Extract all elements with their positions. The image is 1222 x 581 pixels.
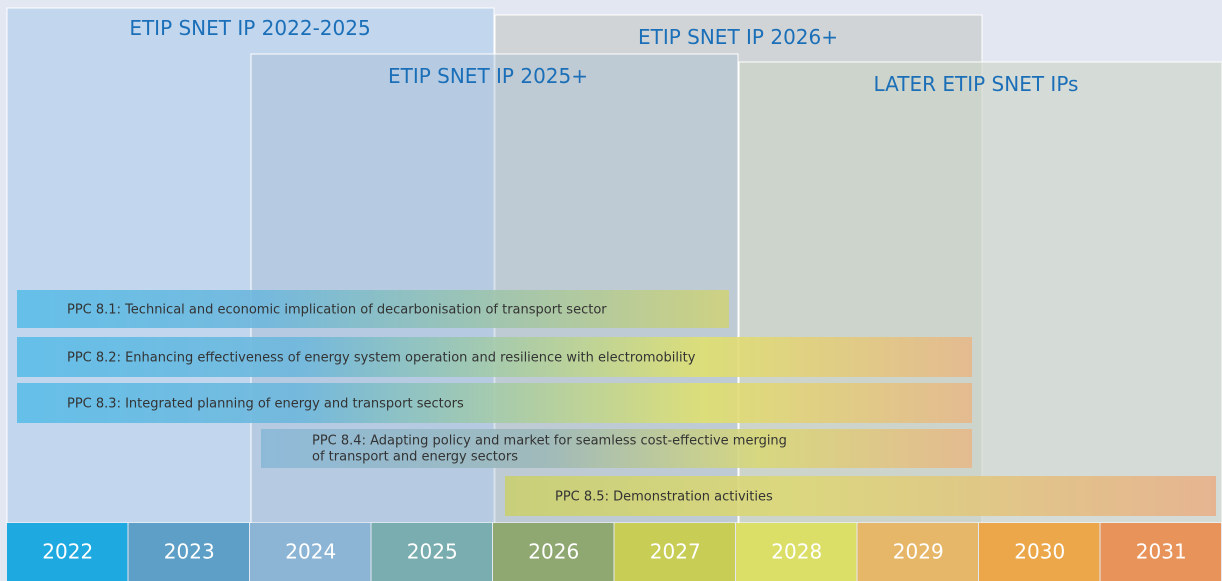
programme-title: ETIP SNET IP 2025+	[388, 64, 588, 88]
year-label: 2029	[893, 540, 944, 564]
year-cell	[128, 523, 249, 581]
ppc-label: of transport and energy sectors	[312, 450, 518, 465]
ppc-bar	[505, 476, 1216, 516]
year-cell	[857, 523, 978, 581]
ppc-label: PPC 8.3: Integrated planning of energy a…	[67, 397, 464, 412]
year-label: 2027	[650, 540, 701, 564]
year-cell	[493, 523, 614, 581]
year-cell	[7, 523, 128, 581]
ppc-bar	[17, 290, 729, 328]
year-label: 2024	[285, 540, 336, 564]
programme-title: LATER ETIP SNET IPs	[874, 72, 1079, 96]
year-label: 2022	[42, 540, 93, 564]
programme-title: ETIP SNET IP 2022-2025	[129, 16, 370, 40]
year-label: 2030	[1014, 540, 1065, 564]
year-axis: 2022 2023 2024 2025 2026 2027 2028 2029 2030 2031	[7, 523, 1221, 581]
year-label: 2028	[771, 540, 822, 564]
ppc-label: PPC 8.2: Enhancing effectiveness of ener…	[67, 351, 696, 366]
year-cell	[979, 523, 1100, 581]
year-label: 2031	[1136, 540, 1187, 564]
year-cell	[371, 523, 492, 581]
year-label: 2026	[528, 540, 579, 564]
year-label: 2023	[164, 540, 215, 564]
ppc-bar	[17, 337, 972, 377]
year-cell	[1100, 523, 1221, 581]
year-cell	[250, 523, 371, 581]
year-label: 2025	[407, 540, 458, 564]
ppc-label: PPC 8.4: Adapting policy and market for …	[312, 434, 787, 449]
programme-title: ETIP SNET IP 2026+	[638, 25, 838, 49]
year-cell	[614, 523, 735, 581]
year-cell	[736, 523, 857, 581]
ppc-label: PPC 8.1: Technical and economic implicat…	[67, 303, 607, 318]
ppc-bar	[17, 383, 972, 423]
ppc-label: PPC 8.5: Demonstration activities	[555, 490, 773, 505]
ppc-bar	[261, 429, 972, 468]
